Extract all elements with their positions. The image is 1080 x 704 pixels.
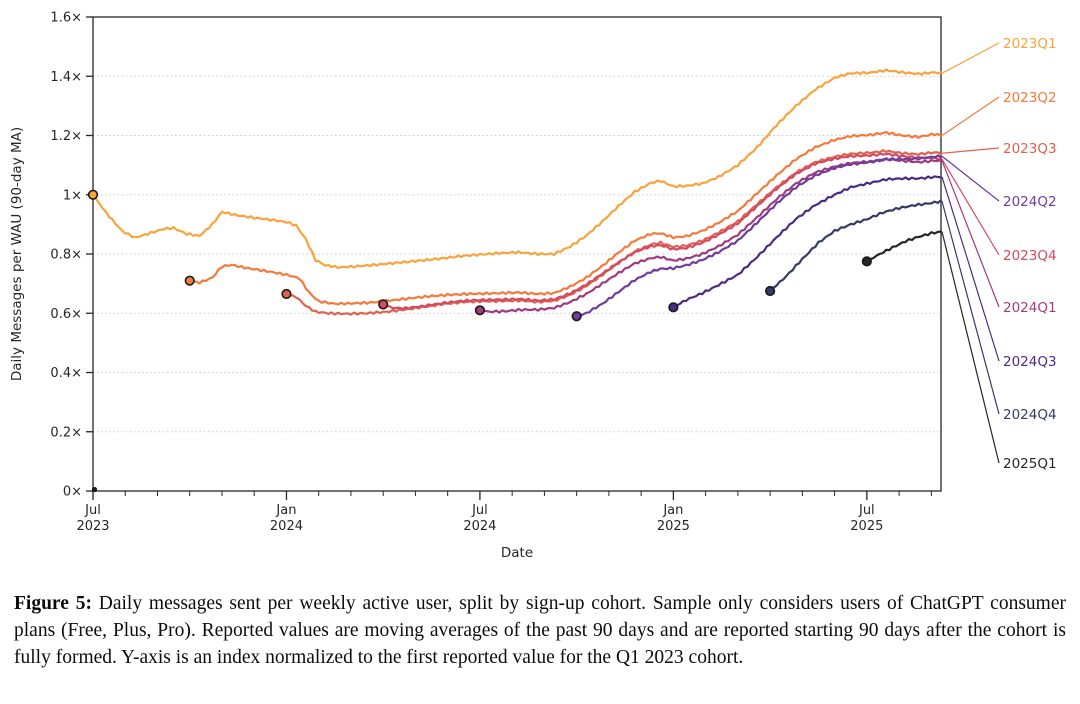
origin-marker bbox=[91, 486, 98, 493]
series-start-marker-2023Q2 bbox=[184, 275, 195, 286]
cohort-line-chart: 0×0.2×0.4×0.6×0.8×1×1.2×1.4×1.6×Jul2023J… bbox=[9, 11, 1057, 562]
x-tick-label: 2023 bbox=[76, 519, 109, 534]
y-tick-label: 0.4× bbox=[50, 366, 82, 381]
leader-line-2023Q4 bbox=[941, 158, 1000, 256]
x-tick-label: 2024 bbox=[463, 519, 496, 534]
series-label-2024Q1: 2024Q1 bbox=[1003, 300, 1057, 316]
figure-caption-label: Figure 5: bbox=[14, 593, 92, 614]
series-label-2024Q3: 2024Q3 bbox=[1003, 354, 1057, 370]
x-tick-label: 2025 bbox=[657, 519, 690, 534]
series-start-marker-2024Q1 bbox=[474, 305, 486, 316]
leader-line-2024Q1 bbox=[941, 160, 1000, 308]
series-label-2023Q2: 2023Q2 bbox=[1003, 90, 1057, 106]
x-tick-label: 2024 bbox=[270, 519, 303, 534]
series-label-2024Q2: 2024Q2 bbox=[1003, 194, 1057, 210]
series-start-marker-2024Q2 bbox=[571, 311, 582, 322]
y-tick-label: 1.4× bbox=[50, 70, 82, 85]
series-label-2024Q4: 2024Q4 bbox=[1003, 407, 1057, 423]
series-line-2024Q1 bbox=[478, 157, 943, 314]
series-label-2023Q4: 2023Q4 bbox=[1003, 248, 1057, 264]
leader-line-2023Q1 bbox=[941, 42, 1000, 74]
x-tick-label: Jan bbox=[662, 503, 683, 518]
series-start-marker-2023Q1 bbox=[87, 189, 99, 200]
figure-caption-text: Daily messages sent per weekly active us… bbox=[14, 593, 1066, 668]
series-line-2023Q4 bbox=[382, 152, 943, 311]
series-start-marker-2023Q3 bbox=[281, 288, 292, 300]
y-tick-label: 0.8× bbox=[50, 248, 82, 263]
series-start-marker-2024Q3 bbox=[668, 302, 679, 313]
y-tick-label: 1.6× bbox=[50, 11, 82, 26]
y-tick-label: 1× bbox=[63, 188, 82, 203]
leader-line-2024Q4 bbox=[941, 201, 1000, 415]
leader-line-2024Q2 bbox=[941, 155, 1000, 202]
figure-caption: Figure 5: Daily messages sent per weekly… bbox=[14, 591, 1066, 672]
y-tick-label: 1.2× bbox=[50, 129, 82, 144]
x-axis-title: Date bbox=[501, 545, 533, 561]
series-label-2025Q1: 2025Q1 bbox=[1003, 456, 1057, 472]
series-label-2023Q1: 2023Q1 bbox=[1003, 36, 1057, 52]
x-tick-label: 2025 bbox=[850, 519, 883, 534]
y-axis-title: Daily Messages per WAU (90-day MA) bbox=[9, 127, 25, 381]
y-tick-label: 0× bbox=[63, 485, 82, 500]
series-start-marker-2024Q4 bbox=[765, 285, 776, 297]
series-line-2024Q4 bbox=[769, 199, 943, 293]
x-tick-label: Jan bbox=[275, 503, 296, 518]
leader-line-2023Q3 bbox=[941, 147, 1000, 154]
series-line-2025Q1 bbox=[865, 230, 943, 263]
y-tick-label: 0.6× bbox=[50, 307, 82, 322]
x-tick-label: Jul bbox=[471, 503, 488, 518]
series-line-2023Q2 bbox=[188, 131, 943, 306]
series-line-2023Q1 bbox=[91, 68, 943, 270]
leader-line-2023Q2 bbox=[941, 96, 1000, 136]
series-line-2024Q2 bbox=[575, 154, 943, 318]
leader-line-2024Q3 bbox=[941, 176, 1000, 362]
series-start-marker-2023Q4 bbox=[378, 299, 389, 310]
series-line-2023Q3 bbox=[285, 149, 943, 316]
series-line-2024Q3 bbox=[672, 175, 943, 309]
x-tick-label: Jul bbox=[84, 503, 101, 518]
x-tick-label: Jul bbox=[858, 503, 875, 518]
series-start-marker-2025Q1 bbox=[861, 256, 872, 267]
series-label-2023Q3: 2023Q3 bbox=[1003, 141, 1057, 157]
y-tick-label: 0.2× bbox=[50, 425, 82, 440]
leader-line-2025Q1 bbox=[941, 231, 1000, 464]
